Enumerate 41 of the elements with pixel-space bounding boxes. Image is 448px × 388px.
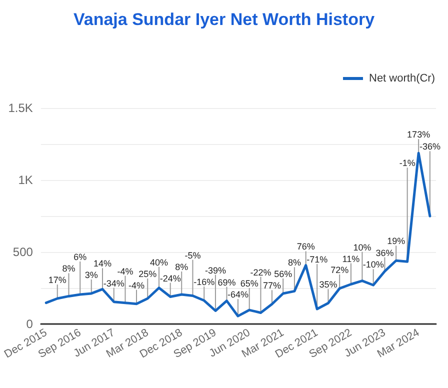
annotation: 35% <box>319 280 338 290</box>
annotation: 56% <box>274 268 292 279</box>
annotation: -10% <box>362 260 384 270</box>
chart-title: Vanaja Sundar Iyer Net Worth History <box>73 10 376 29</box>
annotation: 25% <box>138 269 157 280</box>
annotation: -34% <box>103 278 124 288</box>
annotation: -39% <box>204 265 226 276</box>
y-tick-label: 1K <box>18 173 33 187</box>
annotation: 3% <box>84 270 98 280</box>
annotation: 10% <box>353 242 372 252</box>
annotation: 36% <box>376 248 394 258</box>
annotation: -4% <box>128 280 144 290</box>
annotation: 173% <box>407 130 430 140</box>
annotation: 8% <box>288 258 301 268</box>
annotation: -71% <box>306 254 328 265</box>
annotation: 40% <box>150 257 168 268</box>
annotation: 76% <box>296 242 315 252</box>
annotation: -16% <box>194 277 215 288</box>
annotation: 11% <box>342 254 360 264</box>
annotation: 14% <box>93 258 112 269</box>
annotation: 17% <box>48 275 66 286</box>
annotation: 6% <box>74 252 87 262</box>
annotation: 19% <box>387 236 406 246</box>
annotation: 77% <box>262 280 281 291</box>
legend-label: Net worth(Cr) <box>368 72 436 84</box>
annotation: -1% <box>399 158 416 168</box>
annotation: -22% <box>250 267 272 278</box>
y-tick-label: 500 <box>12 245 34 259</box>
annotation: 72% <box>330 264 349 275</box>
y-tick-label: 0 <box>26 317 34 331</box>
annotation: -36% <box>419 142 440 152</box>
annotation: -64% <box>227 290 248 300</box>
annotation: 69% <box>218 277 236 288</box>
annotation: 65% <box>240 278 258 289</box>
annotation: -5% <box>184 250 201 260</box>
annotation: 8% <box>175 262 188 272</box>
y-tick-label: 1.5K <box>8 101 33 115</box>
annotation: -24% <box>160 273 181 284</box>
annotation: -4% <box>117 266 134 276</box>
annotation: 8% <box>62 264 76 274</box>
line-series <box>44 152 432 318</box>
